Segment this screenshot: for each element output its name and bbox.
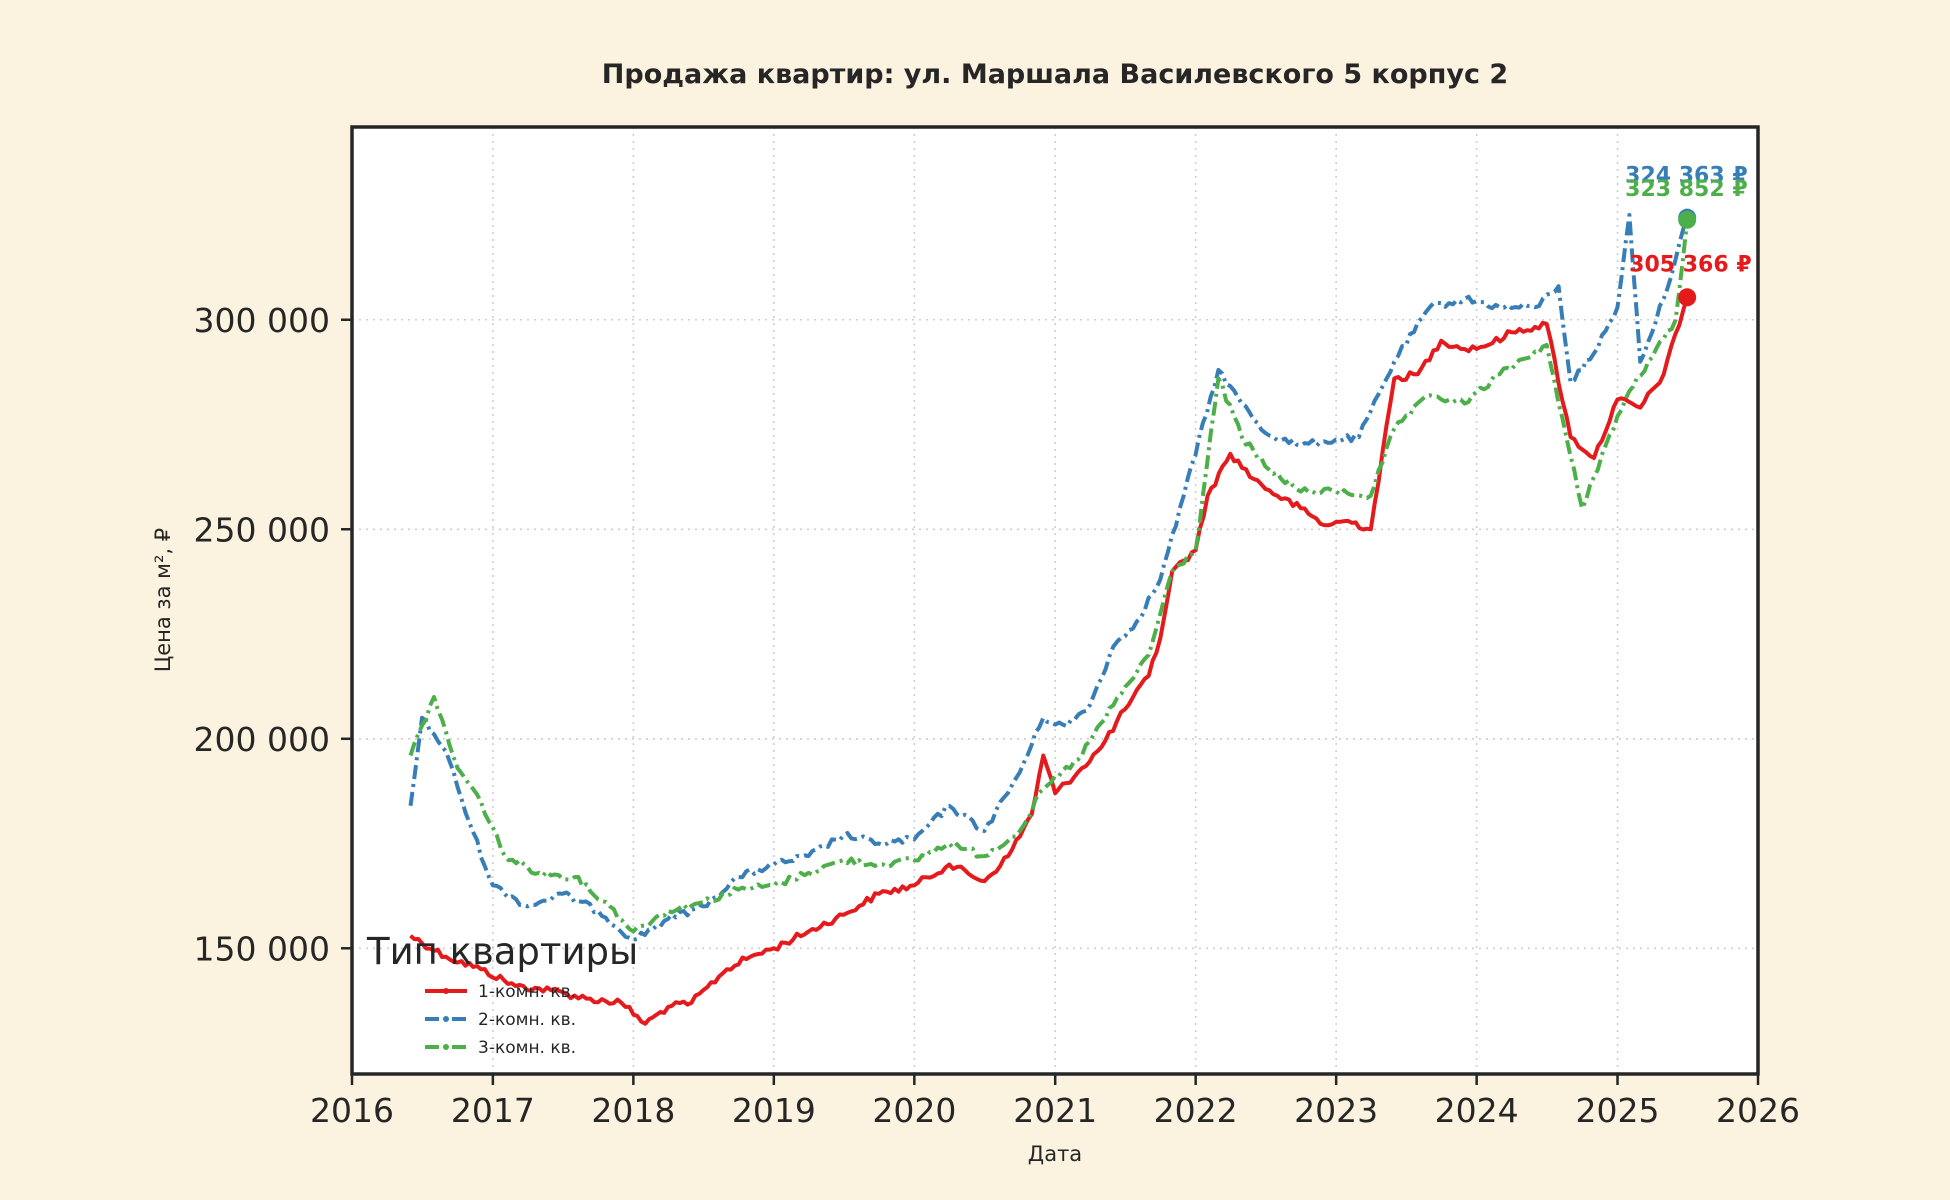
x-axis-label: Дата [1028,1142,1082,1166]
legend: Тип квартиры 1-комн. кв. 2-комн. кв. 3-ком… [366,930,638,1058]
x-tick-label: 2017 [451,1091,535,1130]
x-axis-ticks: 2016 2017 2018 2019 2020 2021 2022 2023 2024 2025… [310,1074,1800,1130]
x-tick-label: 2025 [1576,1091,1660,1130]
legend-marker [443,1016,449,1022]
legend-label: 2-комн. кв. [478,1010,576,1030]
series-end-value-label: 324 363 ₽ [1625,164,1747,189]
legend-title: Тип квартиры [366,930,638,973]
series-line [408,213,1690,942]
legend-marker [443,988,449,994]
series-end-marker [1678,288,1697,307]
x-tick-label: 2024 [1435,1091,1519,1130]
x-tick-label: 2019 [732,1091,816,1130]
x-tick-label: 2018 [591,1091,675,1130]
legend-label: 3-комн. кв. [478,1038,576,1058]
y-tick-label: 250 000 [194,510,330,549]
y-tick-label: 150 000 [194,929,330,968]
chart-title: Продажа квартир: ул. Маршала Василевског… [602,59,1508,90]
y-tick-label: 300 000 [194,301,330,340]
x-tick-label: 2026 [1716,1091,1800,1130]
x-tick-label: 2020 [872,1091,956,1130]
plot-area [352,127,1758,1074]
legend-marker [443,1044,449,1050]
series-end-marker [1678,210,1697,229]
legend-label: 1-комн. кв. [478,982,576,1002]
series-lines [408,213,1690,1026]
x-tick-label: 2022 [1154,1091,1238,1130]
series-end-value-label: 323 852 ₽ [1625,177,1747,202]
y-axis-label: Цена за м², ₽ [151,528,175,672]
series-end-value-label: 305 366 ₽ [1629,252,1751,277]
y-tick-label: 200 000 [194,720,330,759]
series-line [409,296,1690,1026]
y-axis-ticks: 150 000 200 000 250 000 300 000 [194,301,352,968]
series-line [408,219,1690,934]
end-value-labels: 305 366 ₽ 324 363 ₽323 852 ₽ [1625,164,1752,307]
legend-items: 1-комн. кв. 2-комн. кв. 3-комн. кв. [425,982,576,1058]
x-tick-label: 2021 [1013,1091,1097,1130]
x-tick-label: 2023 [1294,1091,1378,1130]
x-tick-label: 2016 [310,1091,394,1130]
